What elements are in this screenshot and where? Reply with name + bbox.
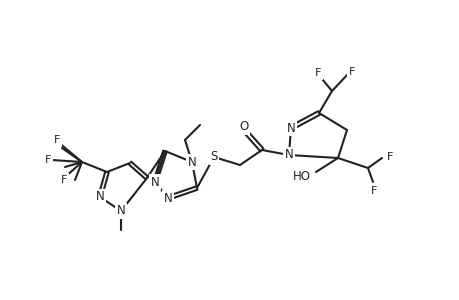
Text: O: O (239, 121, 248, 134)
Text: HO: HO (292, 169, 310, 182)
Text: F: F (314, 68, 320, 78)
Text: F: F (370, 186, 376, 196)
Text: F: F (386, 152, 392, 162)
Text: N: N (117, 205, 125, 218)
Text: N: N (95, 190, 104, 203)
Text: N: N (286, 122, 295, 134)
Text: N: N (284, 148, 293, 161)
Text: F: F (45, 155, 51, 165)
Text: N: N (150, 176, 159, 188)
Text: F: F (61, 175, 67, 185)
Text: N: N (163, 191, 172, 205)
Text: N: N (187, 155, 196, 169)
Text: S: S (210, 151, 217, 164)
Text: F: F (348, 67, 354, 77)
Text: F: F (54, 135, 60, 145)
